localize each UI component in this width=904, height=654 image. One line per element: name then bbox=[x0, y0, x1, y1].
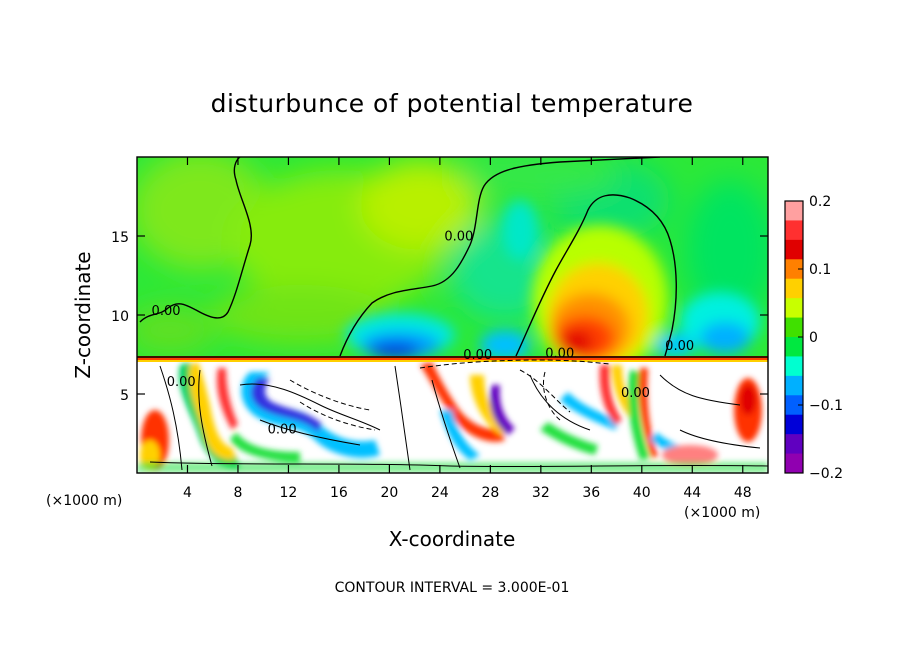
colorbar-ticks: 0.2 0.1 0 −0.1 −0.2 bbox=[798, 194, 843, 482]
x-axis-label: X-coordinate bbox=[389, 527, 516, 551]
colorbar-swatch bbox=[785, 395, 803, 416]
colorbar-swatch bbox=[785, 239, 803, 260]
x-tick-label: 48 bbox=[734, 485, 752, 501]
contour-label: 0.00 bbox=[665, 339, 694, 354]
contour-label: 0.00 bbox=[621, 386, 650, 401]
x-unit-left: (×1000 m) bbox=[46, 493, 122, 509]
x-tick-label: 36 bbox=[582, 485, 600, 501]
colorbar-swatch bbox=[785, 375, 803, 396]
zero-contour-right bbox=[515, 194, 677, 357]
colorbar-tick-label: −0.2 bbox=[809, 466, 843, 482]
y-tick-label: 10 bbox=[111, 309, 129, 325]
contour-label: 0.00 bbox=[463, 348, 492, 363]
colorbar-swatch bbox=[785, 298, 803, 319]
y-tick-label: 15 bbox=[111, 230, 129, 246]
x-tick-label: 32 bbox=[532, 485, 550, 501]
interface-band bbox=[137, 356, 768, 360]
y-tick-label: 5 bbox=[120, 388, 129, 404]
x-tick-label: 12 bbox=[280, 485, 298, 501]
x-tick-label: 40 bbox=[633, 485, 651, 501]
y-axis: 5 10 15 bbox=[111, 230, 768, 404]
colorbar-swatch bbox=[785, 356, 803, 377]
x-tick-label: 8 bbox=[233, 485, 242, 501]
chart-title: disturbunce of potential temperature bbox=[211, 89, 694, 118]
contour-label: 0.00 bbox=[545, 347, 574, 362]
x-tick-label: 4 bbox=[183, 485, 192, 501]
colorbar-swatch bbox=[785, 317, 803, 338]
heatmap-field: 0.00 0.00 0.00 0.00 0.00 0.00 0.00 0.00 bbox=[137, 157, 768, 473]
colorbar-swatch bbox=[785, 453, 803, 474]
x-tick-label: 44 bbox=[683, 485, 701, 501]
contour-labels: 0.00 0.00 0.00 0.00 0.00 0.00 0.00 0.00 bbox=[152, 230, 695, 438]
x-unit-right: (×1000 m) bbox=[684, 505, 760, 521]
contour-label: 0.00 bbox=[152, 304, 181, 319]
zero-contour-center bbox=[339, 157, 661, 357]
colorbar-swatch bbox=[785, 220, 803, 241]
colorbar-tick-label: 0.1 bbox=[809, 262, 831, 278]
x-tick-label: 28 bbox=[481, 485, 499, 501]
colorbar-tick-label: 0 bbox=[809, 330, 818, 346]
colorbar-tick-label: 0.2 bbox=[809, 194, 831, 210]
colorbar-swatch bbox=[785, 434, 803, 455]
y-axis-label: Z-coordinate bbox=[71, 251, 95, 378]
colorbar-tick-label: −0.1 bbox=[809, 398, 843, 414]
contour-label: 0.00 bbox=[444, 230, 473, 245]
colorbar-swatch bbox=[785, 414, 803, 435]
zero-contour-left bbox=[139, 157, 252, 323]
x-tick-label: 16 bbox=[330, 485, 348, 501]
x-tick-label: 24 bbox=[431, 485, 449, 501]
colorbar-swatch bbox=[785, 259, 803, 280]
contour-interval-note: CONTOUR INTERVAL = 3.000E-01 bbox=[335, 580, 570, 596]
x-axis: 4 8 12 16 20 24 28 32 36 40 44 48 bbox=[183, 157, 752, 501]
colorbar-swatch bbox=[785, 337, 803, 357]
contour-label: 0.00 bbox=[167, 375, 196, 390]
x-tick-label: 20 bbox=[380, 485, 398, 501]
contour-label: 0.00 bbox=[268, 423, 297, 438]
colorbar-swatch bbox=[785, 201, 803, 221]
colorbar bbox=[785, 201, 803, 474]
colorbar-swatch bbox=[785, 278, 803, 299]
